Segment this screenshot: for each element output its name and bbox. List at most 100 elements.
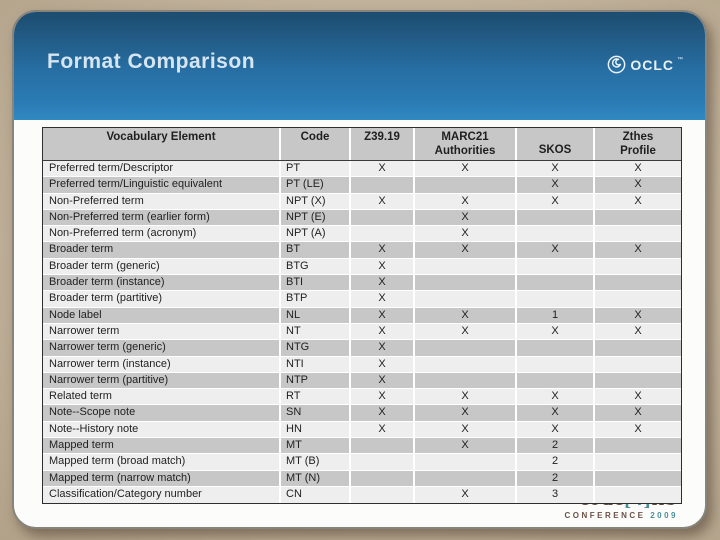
vocabulary-element-cell: Mapped term (narrow match) bbox=[43, 470, 281, 486]
slide-header-band: Format Comparison OCLC ™ bbox=[14, 12, 705, 120]
code4lib-conference-line: CONFERENCE 2009 bbox=[564, 511, 678, 520]
column-header-skos: SKOS bbox=[517, 128, 595, 160]
table-row: Broader term (partitive) BTP X bbox=[43, 291, 681, 308]
z3919-mark-cell bbox=[351, 177, 415, 193]
code-cell: BTI bbox=[281, 275, 351, 291]
z3919-mark-cell bbox=[351, 470, 415, 486]
oclc-wordmark: OCLC bbox=[630, 56, 674, 73]
skos-mark-cell: 2 bbox=[517, 438, 595, 454]
vocabulary-element-cell: Narrower term (partitive) bbox=[43, 372, 281, 389]
vocabulary-element-cell: Non-Preferred term (earlier form) bbox=[43, 209, 281, 226]
zthes-mark-cell bbox=[595, 209, 681, 226]
code-cell: NPT (A) bbox=[281, 226, 351, 242]
zthes-mark-cell bbox=[595, 258, 681, 275]
skos-mark-cell: 2 bbox=[517, 454, 595, 470]
marc21-mark-cell bbox=[415, 454, 517, 470]
marc21-mark-cell bbox=[415, 372, 517, 389]
z3919-mark-cell bbox=[351, 454, 415, 470]
code-cell: NPT (X) bbox=[281, 193, 351, 209]
z3919-mark-cell: X bbox=[351, 372, 415, 389]
zthes-mark-cell bbox=[595, 470, 681, 486]
zthes-mark-cell: X bbox=[595, 323, 681, 340]
table-row: Related term RT X X X X bbox=[43, 389, 681, 406]
zthes-mark-cell bbox=[595, 291, 681, 307]
marc21-mark-cell: X bbox=[415, 421, 517, 438]
column-header-marc21-authorities: MARC21 Authorities bbox=[415, 128, 517, 160]
code-cell: PT (LE) bbox=[281, 177, 351, 193]
skos-mark-cell bbox=[517, 291, 595, 307]
table-row: Narrower term NT X X X X bbox=[43, 323, 681, 341]
table-row: Preferred term/Descriptor PT X X X X bbox=[43, 161, 681, 178]
vocabulary-element-cell: Preferred term/Linguistic equivalent bbox=[43, 177, 281, 193]
z3919-mark-cell: X bbox=[351, 161, 415, 177]
marc21-mark-cell bbox=[415, 275, 517, 291]
zthes-mark-cell: X bbox=[595, 193, 681, 209]
z3919-mark-cell: X bbox=[351, 258, 415, 275]
code-cell: BT bbox=[281, 242, 351, 258]
skos-mark-cell: X bbox=[517, 323, 595, 340]
vocabulary-element-cell: Non-Preferred term bbox=[43, 193, 281, 209]
vocabulary-element-cell: Narrower term (instance) bbox=[43, 356, 281, 372]
zthes-mark-cell bbox=[595, 340, 681, 356]
zthes-mark-cell: X bbox=[595, 389, 681, 405]
vocabulary-element-cell: Note--History note bbox=[43, 421, 281, 438]
marc21-mark-cell bbox=[415, 340, 517, 356]
marc21-mark-cell bbox=[415, 291, 517, 307]
oclc-logo: OCLC ™ bbox=[606, 54, 683, 75]
zthes-mark-cell: X bbox=[595, 421, 681, 438]
skos-mark-cell bbox=[517, 340, 595, 356]
zthes-mark-cell: X bbox=[595, 177, 681, 193]
code-cell: NTP bbox=[281, 372, 351, 389]
code-cell: NPT (E) bbox=[281, 209, 351, 226]
skos-mark-cell: 3 bbox=[517, 486, 595, 504]
marc21-mark-cell: X bbox=[415, 389, 517, 405]
marc21-mark-cell: X bbox=[415, 323, 517, 340]
table-row: Non-Preferred term (earlier form) NPT (E)… bbox=[43, 209, 681, 227]
code-cell: MT (N) bbox=[281, 470, 351, 486]
table-row: Note--Scope note SN X X X X bbox=[43, 405, 681, 422]
marc21-mark-cell: X bbox=[415, 242, 517, 258]
table-header-row: Vocabulary Element Code Z39.19 MARC21 Au… bbox=[43, 128, 681, 161]
zthes-mark-cell: X bbox=[595, 161, 681, 177]
table-row: Mapped term (narrow match) MT (N) 2 bbox=[43, 470, 681, 487]
vocabulary-element-cell: Broader term bbox=[43, 242, 281, 258]
format-comparison-table: Vocabulary Element Code Z39.19 MARC21 Au… bbox=[42, 127, 682, 505]
zthes-mark-cell bbox=[595, 356, 681, 372]
table-row: Narrower term (instance) NTI X bbox=[43, 356, 681, 373]
table-row: Mapped term MT X 2 bbox=[43, 438, 681, 455]
table-row: Preferred term/Linguistic equivalent PT (… bbox=[43, 177, 681, 194]
code-cell: SN bbox=[281, 405, 351, 421]
marc21-mark-cell: X bbox=[415, 438, 517, 454]
skos-mark-cell: 2 bbox=[517, 470, 595, 486]
code-cell: NT bbox=[281, 323, 351, 340]
table-row: Mapped term (broad match) MT (B) 2 bbox=[43, 454, 681, 471]
vocabulary-element-cell: Mapped term (broad match) bbox=[43, 454, 281, 470]
zthes-mark-cell bbox=[595, 226, 681, 242]
code-cell: NL bbox=[281, 307, 351, 323]
skos-mark-cell: 1 bbox=[517, 307, 595, 323]
oclc-globe-icon bbox=[606, 54, 627, 75]
zthes-mark-cell: X bbox=[595, 242, 681, 258]
marc21-mark-cell: X bbox=[415, 307, 517, 323]
table-row: Non-Preferred term (acronym) NPT (A) X bbox=[43, 226, 681, 243]
code-cell: BTP bbox=[281, 291, 351, 307]
vocabulary-element-cell: Narrower term bbox=[43, 323, 281, 340]
marc21-mark-cell bbox=[415, 258, 517, 275]
marc21-mark-cell: X bbox=[415, 405, 517, 421]
z3919-mark-cell bbox=[351, 209, 415, 226]
marc21-mark-cell bbox=[415, 177, 517, 193]
skos-mark-cell: X bbox=[517, 421, 595, 438]
z3919-mark-cell: X bbox=[351, 389, 415, 405]
zthes-mark-cell bbox=[595, 486, 681, 504]
slide-title: Format Comparison bbox=[47, 50, 256, 73]
marc21-mark-cell: X bbox=[415, 226, 517, 242]
column-header-vocabulary-element: Vocabulary Element bbox=[43, 128, 281, 160]
marc21-mark-cell: X bbox=[415, 486, 517, 504]
skos-mark-cell bbox=[517, 356, 595, 372]
z3919-mark-cell: X bbox=[351, 193, 415, 209]
skos-mark-cell: X bbox=[517, 161, 595, 177]
marc21-mark-cell: X bbox=[415, 209, 517, 226]
z3919-mark-cell: X bbox=[351, 421, 415, 438]
zthes-mark-cell bbox=[595, 454, 681, 470]
z3919-mark-cell: X bbox=[351, 323, 415, 340]
